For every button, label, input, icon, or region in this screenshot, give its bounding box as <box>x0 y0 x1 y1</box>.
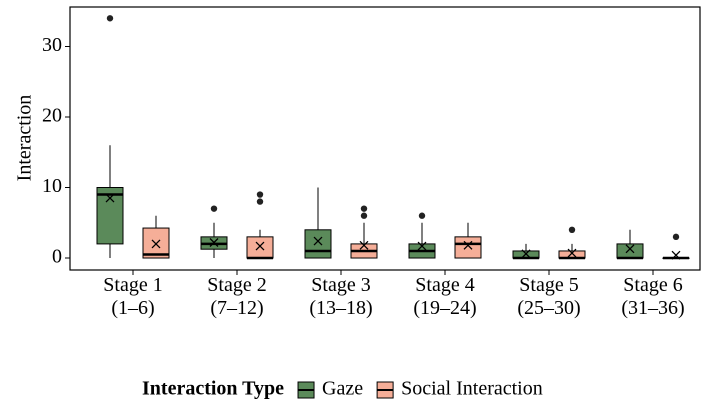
box <box>304 229 332 259</box>
outlier <box>672 233 680 241</box>
plot-frame <box>69 6 701 271</box>
legend-label: Gaze <box>322 378 363 400</box>
mean-marker <box>417 241 427 251</box>
mean-marker <box>521 249 531 259</box>
y-axis-label: Interaction <box>14 95 36 182</box>
x-tick-label: Stage 3 (13–18) <box>309 274 373 319</box>
mean-marker <box>313 236 323 246</box>
mean-marker <box>255 241 265 251</box>
mean-marker <box>359 240 369 250</box>
legend-label: Social Interaction <box>401 378 543 400</box>
x-tick-label: Stage 4 (19–24) <box>413 274 477 319</box>
y-tick-label: 20 <box>42 105 62 127</box>
outlier <box>360 212 368 219</box>
x-tick-label: Stage 2 (7–12) <box>207 274 267 319</box>
mean-marker <box>463 240 473 250</box>
mean-marker <box>625 244 635 254</box>
outlier <box>568 226 576 234</box>
box <box>454 236 482 259</box>
mean-marker <box>567 248 577 258</box>
box <box>616 243 644 259</box>
mean-marker <box>151 239 161 249</box>
y-tick-label: 10 <box>42 175 62 197</box>
box <box>246 236 274 259</box>
mean-marker <box>105 193 115 203</box>
x-tick-label: Stage 6 (31–36) <box>621 274 685 319</box>
outlier <box>106 15 114 22</box>
box <box>96 187 124 245</box>
outlier <box>360 205 368 212</box>
box <box>142 227 170 259</box>
x-tick-label: Stage 5 (25–30) <box>517 274 581 319</box>
outlier <box>418 212 426 219</box>
outlier <box>256 198 264 205</box>
legend-title: Interaction Type <box>142 378 284 400</box>
outlier <box>210 205 218 212</box>
y-tick-label: 30 <box>42 34 62 56</box>
x-tick-label: Stage 1 (1–6) <box>103 274 163 319</box>
outlier <box>256 191 264 198</box>
mean-marker <box>209 238 219 247</box>
y-tick-label: 0 <box>52 246 62 268</box>
mean-marker <box>671 250 681 260</box>
